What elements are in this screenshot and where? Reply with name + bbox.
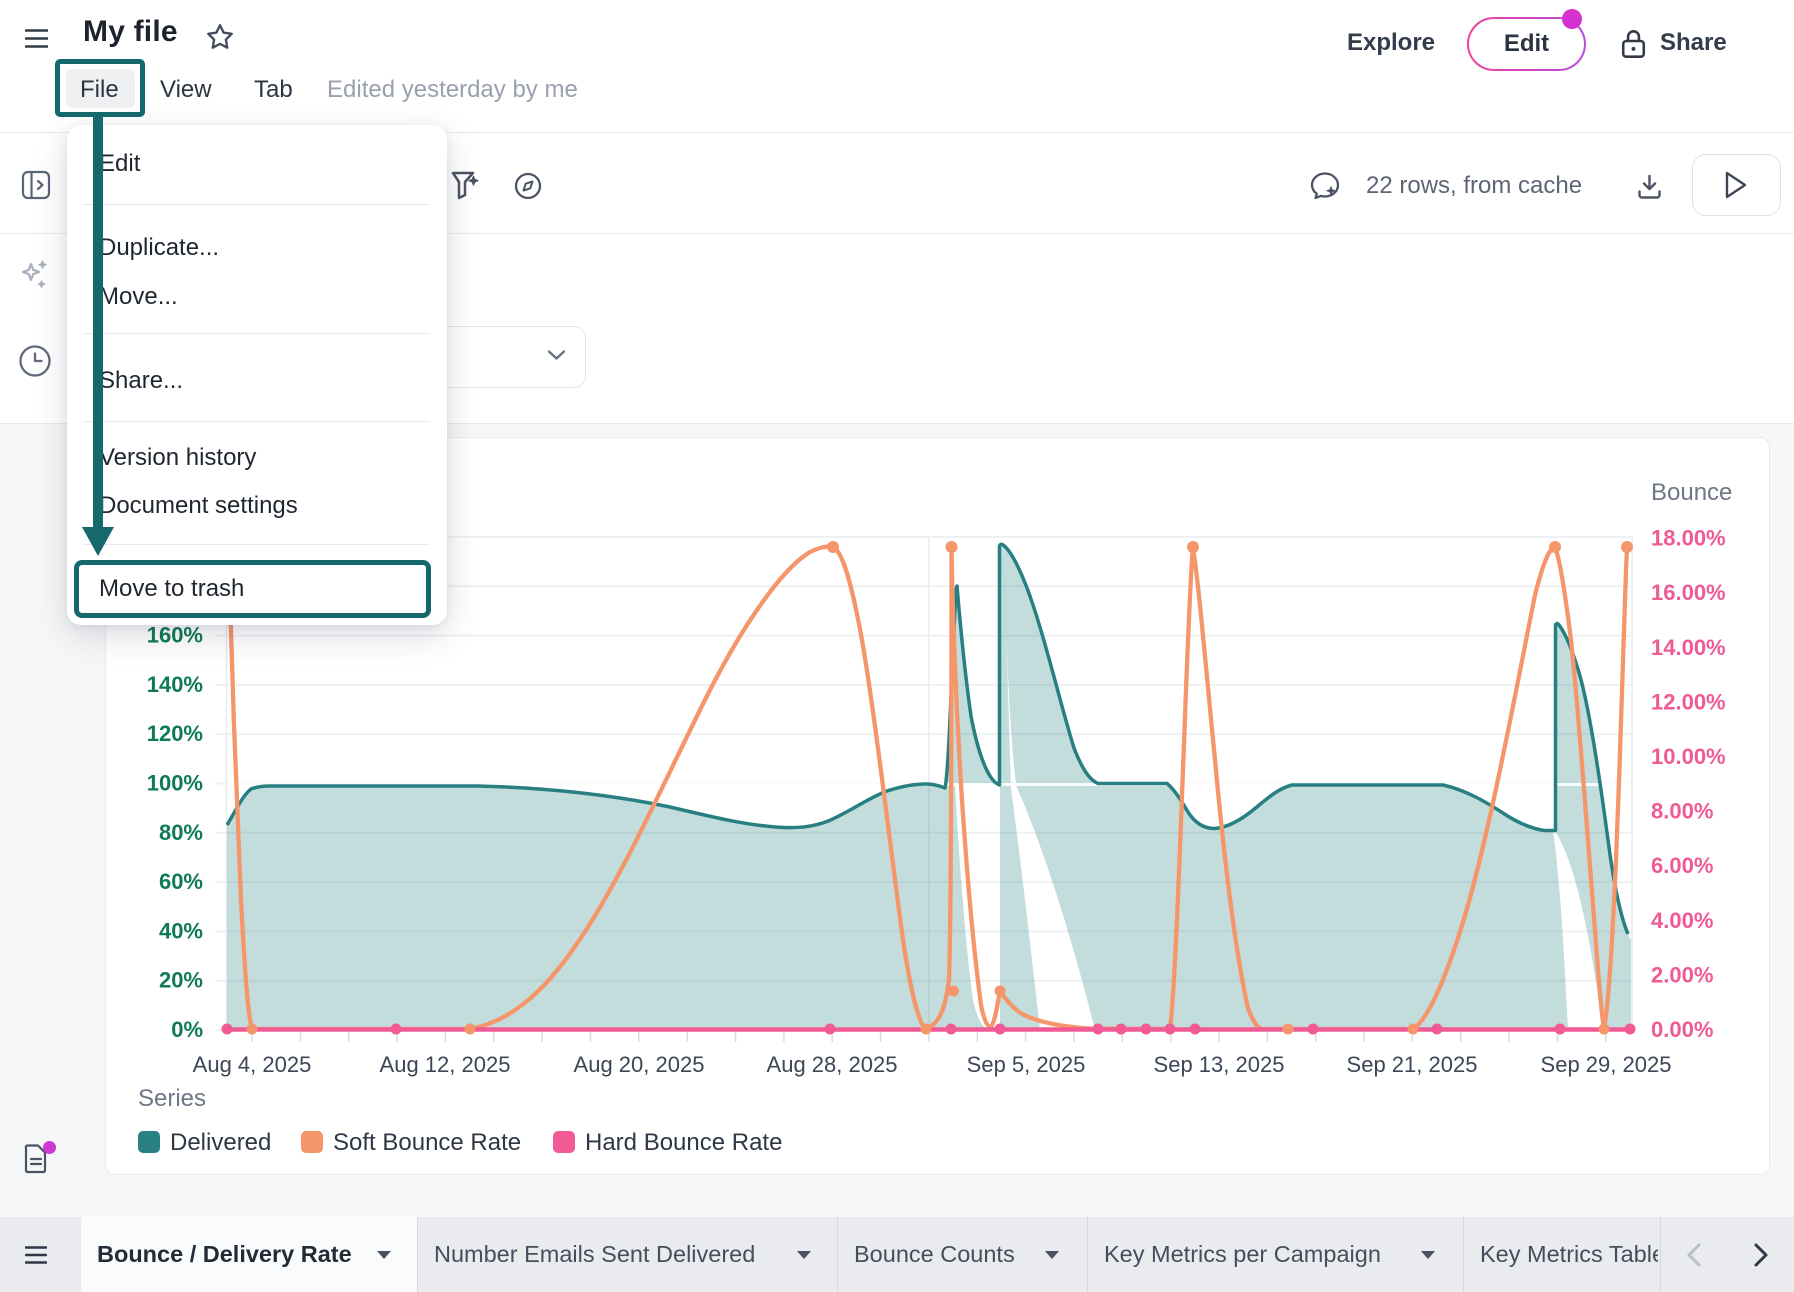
svg-text:Sep 21, 2025: Sep 21, 2025 bbox=[1347, 1052, 1478, 1077]
svg-text:Aug 28, 2025: Aug 28, 2025 bbox=[767, 1052, 898, 1077]
svg-text:Sep 5, 2025: Sep 5, 2025 bbox=[967, 1052, 1086, 1077]
svg-text:Aug 4, 2025: Aug 4, 2025 bbox=[193, 1052, 312, 1077]
svg-text:120%: 120% bbox=[147, 721, 203, 746]
svg-text:40%: 40% bbox=[159, 918, 203, 943]
svg-text:0%: 0% bbox=[171, 1017, 203, 1042]
svg-text:Aug 20, 2025: Aug 20, 2025 bbox=[574, 1052, 705, 1077]
svg-text:Hard Bounce Rate: Hard Bounce Rate bbox=[585, 1129, 782, 1156]
svg-text:8.00%: 8.00% bbox=[1651, 799, 1713, 824]
svg-text:Sep 13, 2025: Sep 13, 2025 bbox=[1154, 1052, 1285, 1077]
svg-text:4.00%: 4.00% bbox=[1651, 908, 1713, 933]
svg-text:Aug 12, 2025: Aug 12, 2025 bbox=[380, 1052, 511, 1077]
svg-text:Soft Bounce Rate: Soft Bounce Rate bbox=[333, 1129, 521, 1156]
svg-text:2.00%: 2.00% bbox=[1651, 962, 1713, 987]
svg-text:18.00%: 18.00% bbox=[1651, 526, 1726, 551]
svg-text:100%: 100% bbox=[147, 771, 203, 796]
svg-text:14.00%: 14.00% bbox=[1651, 635, 1726, 660]
svg-text:Series: Series bbox=[138, 1085, 206, 1112]
svg-text:12.00%: 12.00% bbox=[1651, 689, 1726, 714]
svg-text:20%: 20% bbox=[159, 968, 203, 993]
svg-text:16.00%: 16.00% bbox=[1651, 580, 1726, 605]
svg-text:Bounce: Bounce bbox=[1651, 479, 1732, 506]
svg-text:6.00%: 6.00% bbox=[1651, 853, 1713, 878]
svg-text:80%: 80% bbox=[159, 820, 203, 845]
svg-text:160%: 160% bbox=[147, 623, 203, 648]
svg-text:0.00%: 0.00% bbox=[1651, 1017, 1713, 1042]
svg-text:60%: 60% bbox=[159, 869, 203, 894]
svg-text:10.00%: 10.00% bbox=[1651, 744, 1726, 769]
svg-text:140%: 140% bbox=[147, 672, 203, 697]
svg-text:Sep 29, 2025: Sep 29, 2025 bbox=[1541, 1052, 1672, 1077]
svg-text:Delivered: Delivered bbox=[170, 1129, 271, 1156]
